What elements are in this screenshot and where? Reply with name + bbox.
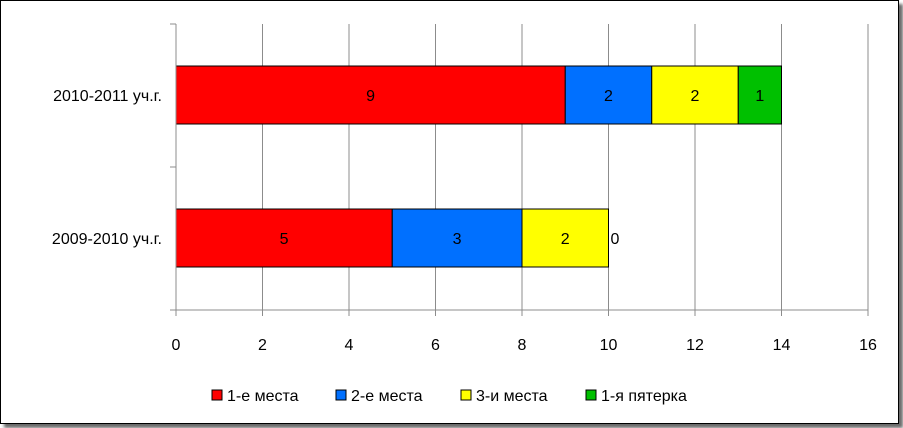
data-label-2-series-1: 5 xyxy=(280,231,289,248)
bar-2-series-2 xyxy=(391,208,523,268)
legend-label-1: 1-е места xyxy=(227,388,299,405)
legend-label-3: 3-и места xyxy=(476,388,548,405)
x-tick-label-10: 10 xyxy=(600,337,618,354)
legend-swatch-4 xyxy=(585,389,597,401)
legend-swatch-1 xyxy=(211,389,223,401)
axes: 2010-2011 уч.г.2009-2010 уч.г.0 2 4 6 8 10 12 1… xyxy=(52,23,877,354)
data-label-1-series-2: 2 xyxy=(604,88,613,105)
legend-swatch-3 xyxy=(460,389,472,401)
data-label-1-series-1: 9 xyxy=(366,88,375,105)
x-tick-label-2: 2 xyxy=(258,337,267,354)
bar-1-series-2 xyxy=(564,65,653,125)
x-tick-label-0: 0 xyxy=(172,337,181,354)
x-tick-label-16: 16 xyxy=(859,337,877,354)
legend-swatch-2 xyxy=(335,389,347,401)
x-tick-label-8: 8 xyxy=(518,337,527,354)
x-tick-label-12: 12 xyxy=(686,337,704,354)
category-label-2: 2009-2010 уч.г. xyxy=(52,231,162,248)
data-label-2-series-2: 3 xyxy=(453,231,462,248)
data-label-2-series-3: 2 xyxy=(561,231,570,248)
bars xyxy=(175,65,782,268)
category-label-1: 2010-2011 уч.г. xyxy=(53,88,162,105)
x-tick-label-14: 14 xyxy=(773,337,791,354)
data-label-1-series-4: 1 xyxy=(755,88,764,105)
x-tick-label-4: 4 xyxy=(345,337,354,354)
legend: 1-е места 2-е места 3-и места 1-я пятерка xyxy=(211,388,687,405)
data-label-2-series-4: 0 xyxy=(611,231,620,248)
x-tick-label-6: 6 xyxy=(431,337,440,354)
legend-label-4: 1-я пятерка xyxy=(601,388,687,405)
data-labels: 9 2 2 1 5 3 2 0 xyxy=(280,88,765,248)
bar-1-series-4 xyxy=(737,65,782,125)
bar-2-series-3 xyxy=(521,208,609,268)
legend-label-2: 2-е места xyxy=(351,388,423,405)
stacked-bar-chart: 2010-2011 уч.г.2009-2010 уч.г.0 2 4 6 8 10 12 1… xyxy=(52,23,877,405)
data-label-1-series-3: 2 xyxy=(691,88,700,105)
